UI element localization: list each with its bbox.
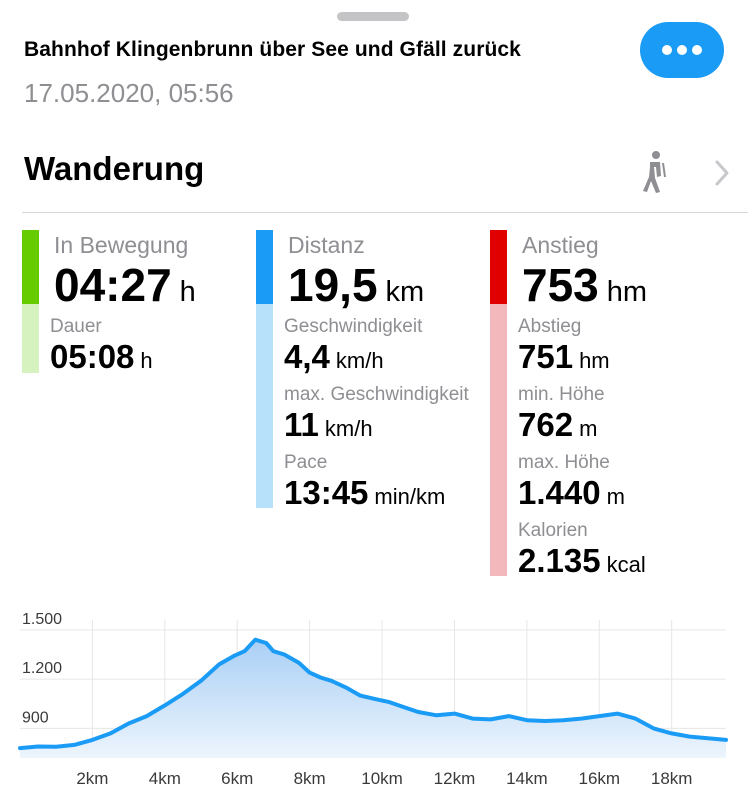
x-tick-label: 14km	[506, 769, 548, 788]
stat-number: 19,5	[288, 259, 378, 311]
sub-stat-speed: Geschwindigkeit 4,4 km/h	[284, 316, 422, 376]
x-tick-label: 12km	[434, 769, 476, 788]
sub-stat-unit: m	[579, 416, 598, 441]
sub-stat-number: 2.135	[518, 542, 601, 579]
sub-stat-unit: h	[140, 348, 153, 373]
y-tick-label: 1.200	[22, 660, 62, 677]
ascent-color-bar	[490, 230, 507, 304]
sub-stat-number: 13:45	[284, 474, 369, 511]
sub-stat-min-altitude: min. Höhe 762 m	[518, 384, 605, 444]
sub-stat-calories: Kalorien 2.135 kcal	[518, 520, 646, 580]
ellipsis-icon-dot	[677, 45, 687, 55]
hiker-icon	[643, 151, 666, 193]
sub-stat-value: 13:45 min/km	[284, 474, 445, 512]
x-tick-label: 10km	[361, 769, 403, 788]
elevation-profile-chart[interactable]: 900 1.200 1.500 2km 4km 6km 8km 10km 12km 14km 16k…	[0, 600, 748, 801]
movement-color-bar	[22, 230, 39, 304]
more-options-button[interactable]	[640, 22, 724, 78]
x-tick-label: 8km	[294, 769, 326, 788]
sub-stat-label: Pace	[284, 452, 328, 473]
sub-stat-label: max. Geschwindigkeit	[284, 384, 469, 405]
sub-stat-label: Dauer	[50, 316, 102, 337]
sub-stat-unit: min/km	[374, 484, 446, 509]
sub-stat-max-altitude: max. Höhe 1.440 m	[518, 452, 625, 512]
sub-stat-pace: Pace 13:45 min/km	[284, 452, 445, 512]
sub-stat-value: 2.135 kcal	[518, 542, 646, 580]
distance-color-bar	[256, 230, 273, 304]
y-tick-label: 900	[22, 709, 49, 726]
stat-value: 04:27 h	[54, 258, 196, 312]
stat-label: Anstieg	[522, 232, 599, 258]
ellipsis-icon	[662, 45, 672, 55]
sub-stat-value: 4,4 km/h	[284, 338, 422, 376]
sub-stat-number: 751	[518, 338, 574, 375]
sub-stat-number: 05:08	[50, 338, 135, 375]
sub-stat-unit: m	[606, 484, 625, 509]
sub-stat-unit: hm	[579, 348, 610, 373]
stat-unit: km	[385, 276, 425, 308]
sub-stat-value: 762 m	[518, 406, 605, 444]
sub-stat-number: 4,4	[284, 338, 330, 375]
x-tick-label: 18km	[651, 769, 693, 788]
sub-stat-label: min. Höhe	[518, 384, 605, 405]
sub-stat-label: Geschwindigkeit	[284, 316, 423, 337]
y-tick-label: 1.500	[22, 611, 62, 628]
sheet-grabber[interactable]	[337, 12, 409, 21]
tour-title: Bahnhof Klingenbrunn über See und Gfäll …	[24, 38, 521, 61]
elevation-line	[18, 637, 728, 751]
stat-unit: h	[179, 276, 196, 308]
sub-stat-unit: km/h	[335, 348, 384, 373]
x-tick-label: 2km	[76, 769, 108, 788]
ascent-color-bar-light	[490, 304, 507, 576]
sub-stat-descent: Abstieg 751 hm	[518, 316, 610, 376]
movement-color-bar-light	[22, 304, 39, 373]
sub-stat-value: 11 km/h	[284, 406, 469, 444]
sub-stat-unit: km/h	[324, 416, 373, 441]
sub-stat-duration: Dauer 05:08 h	[50, 316, 153, 376]
x-tick-label: 4km	[149, 769, 181, 788]
sub-stat-max-speed: max. Geschwindigkeit 11 km/h	[284, 384, 469, 444]
sub-stat-value: 1.440 m	[518, 474, 625, 512]
distance-color-bar-light	[256, 304, 273, 508]
stat-value: 753 hm	[522, 258, 647, 312]
activity-name: Wanderung	[24, 150, 205, 187]
sub-stat-number: 762	[518, 406, 574, 443]
section-divider	[22, 212, 748, 213]
sub-stat-number: 1.440	[518, 474, 601, 511]
sub-stat-label: Abstieg	[518, 316, 582, 337]
stat-number: 04:27	[54, 259, 172, 311]
x-tick-label: 16km	[578, 769, 620, 788]
stat-value: 19,5 km	[288, 258, 424, 312]
sub-stat-value: 05:08 h	[50, 338, 153, 376]
sub-stat-unit: kcal	[606, 552, 646, 577]
chevron-right-icon	[715, 160, 729, 186]
sub-stat-value: 751 hm	[518, 338, 610, 376]
ellipsis-icon-dot	[692, 45, 702, 55]
stat-label: Distanz	[288, 232, 365, 258]
stat-unit: hm	[606, 276, 648, 308]
activity-type-row[interactable]: Wanderung	[0, 140, 748, 210]
tour-date: 17.05.2020, 05:56	[24, 78, 234, 108]
sub-stat-label: max. Höhe	[518, 452, 610, 473]
x-tick-label: 6km	[221, 769, 253, 788]
sub-stat-number: 11	[284, 406, 319, 443]
stat-label: In Bewegung	[54, 232, 189, 258]
stat-number: 753	[522, 259, 599, 311]
sub-stat-label: Kalorien	[518, 520, 588, 541]
